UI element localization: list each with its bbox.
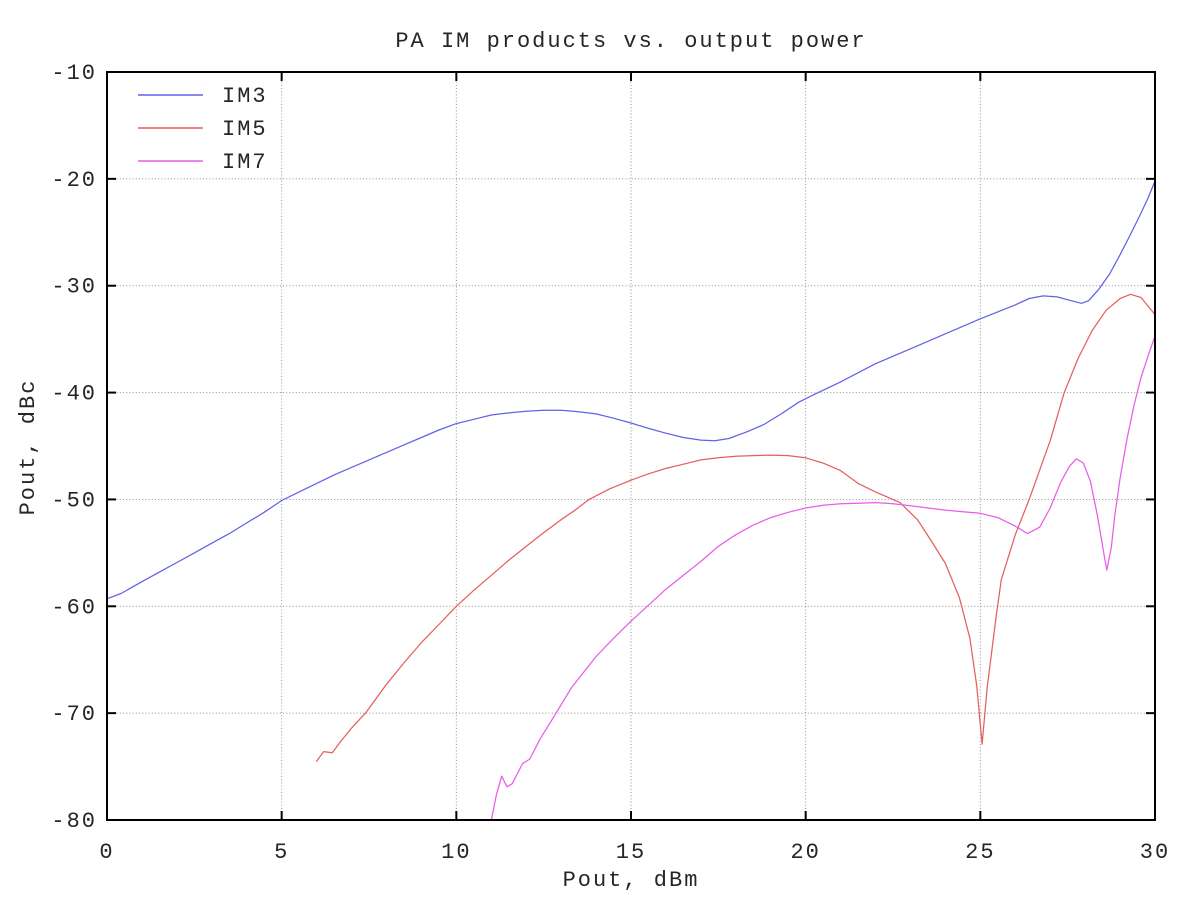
- y-tick-label--20: -20: [51, 168, 97, 193]
- legend-label-IM3: IM3: [222, 84, 268, 109]
- y-tick-label--30: -30: [51, 275, 97, 300]
- x-tick-label-25: 25: [965, 840, 995, 865]
- x-axis-label: Pout, dBm: [563, 868, 700, 893]
- series-line-IM7: [490, 335, 1156, 821]
- legend-label-IM7: IM7: [222, 150, 268, 175]
- series-line-IM3: [106, 180, 1156, 600]
- x-tick-label-10: 10: [441, 840, 471, 865]
- series-line-IM5: [315, 293, 1156, 762]
- y-tick-label--70: -70: [51, 702, 97, 727]
- x-tick-label-15: 15: [616, 840, 646, 865]
- series-lines: [106, 180, 1156, 821]
- legend: IM3 IM5 IM7: [138, 84, 268, 175]
- x-tick-label-20: 20: [790, 840, 820, 865]
- y-tick-label--80: -80: [51, 809, 97, 834]
- x-tick-label-0: 0: [99, 840, 114, 865]
- axes: 0 5 10 15 20 25 30 -80 -70 -60 -50 -40 -30 -20 -10: [51, 61, 1170, 865]
- legend-label-IM5: IM5: [222, 117, 268, 142]
- y-tick-label--10: -10: [51, 61, 97, 86]
- y-tick-label--40: -40: [51, 382, 97, 407]
- x-tick-label-30: 30: [1140, 840, 1170, 865]
- chart-title: PA IM products vs. output power: [395, 29, 866, 54]
- y-tick-label--60: -60: [51, 595, 97, 620]
- y-tick-label--50: -50: [51, 488, 97, 513]
- x-tick-label-5: 5: [274, 840, 289, 865]
- y-axis-label: Pout, dBc: [16, 379, 41, 516]
- grid-lines: [107, 72, 1155, 820]
